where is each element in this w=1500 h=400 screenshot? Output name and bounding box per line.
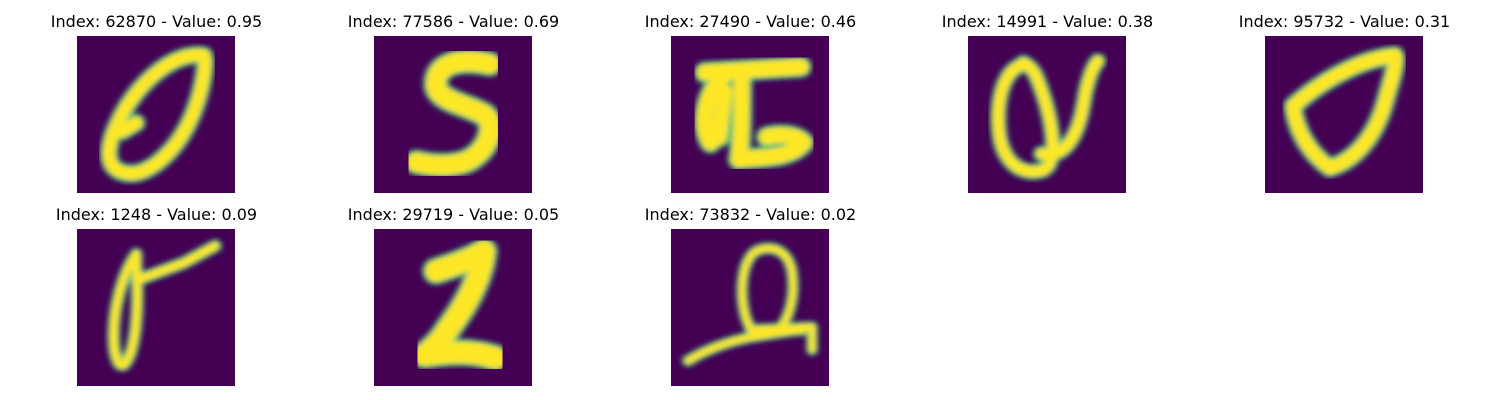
panel-title: Index: 62870 - Value: 0.95: [50, 12, 263, 31]
digit-image: [671, 229, 829, 386]
digit-image: [374, 229, 532, 386]
panel-title: Index: 14991 - Value: 0.38: [941, 12, 1154, 31]
panel-3: Index: 27490 - Value: 0.46: [602, 14, 899, 204]
panel-title: Index: 1248 - Value: 0.09: [55, 205, 258, 224]
panel-title: Index: 29719 - Value: 0.05: [347, 205, 560, 224]
digit-image: [671, 36, 829, 193]
panel-1: Index: 62870 - Value: 0.95: [8, 14, 305, 204]
digit-image: [77, 229, 235, 386]
panel-title: Index: 95732 - Value: 0.31: [1238, 12, 1451, 31]
digit-image: [374, 36, 532, 193]
panel-4: Index: 14991 - Value: 0.38: [899, 14, 1196, 204]
panel-7: Index: 29719 - Value: 0.05: [305, 207, 602, 397]
panel-8: Index: 73832 - Value: 0.02: [602, 207, 899, 397]
digit-image: [968, 36, 1126, 193]
panel-title: Index: 77586 - Value: 0.69: [347, 12, 560, 31]
digit-image: [1265, 36, 1423, 193]
panel-6: Index: 1248 - Value: 0.09: [8, 207, 305, 397]
digit-image: [77, 36, 235, 193]
panel-5: Index: 95732 - Value: 0.31: [1196, 14, 1493, 204]
panel-title: Index: 27490 - Value: 0.46: [644, 12, 857, 31]
panel-2: Index: 77586 - Value: 0.69: [305, 14, 602, 204]
panel-title: Index: 73832 - Value: 0.02: [644, 205, 857, 224]
